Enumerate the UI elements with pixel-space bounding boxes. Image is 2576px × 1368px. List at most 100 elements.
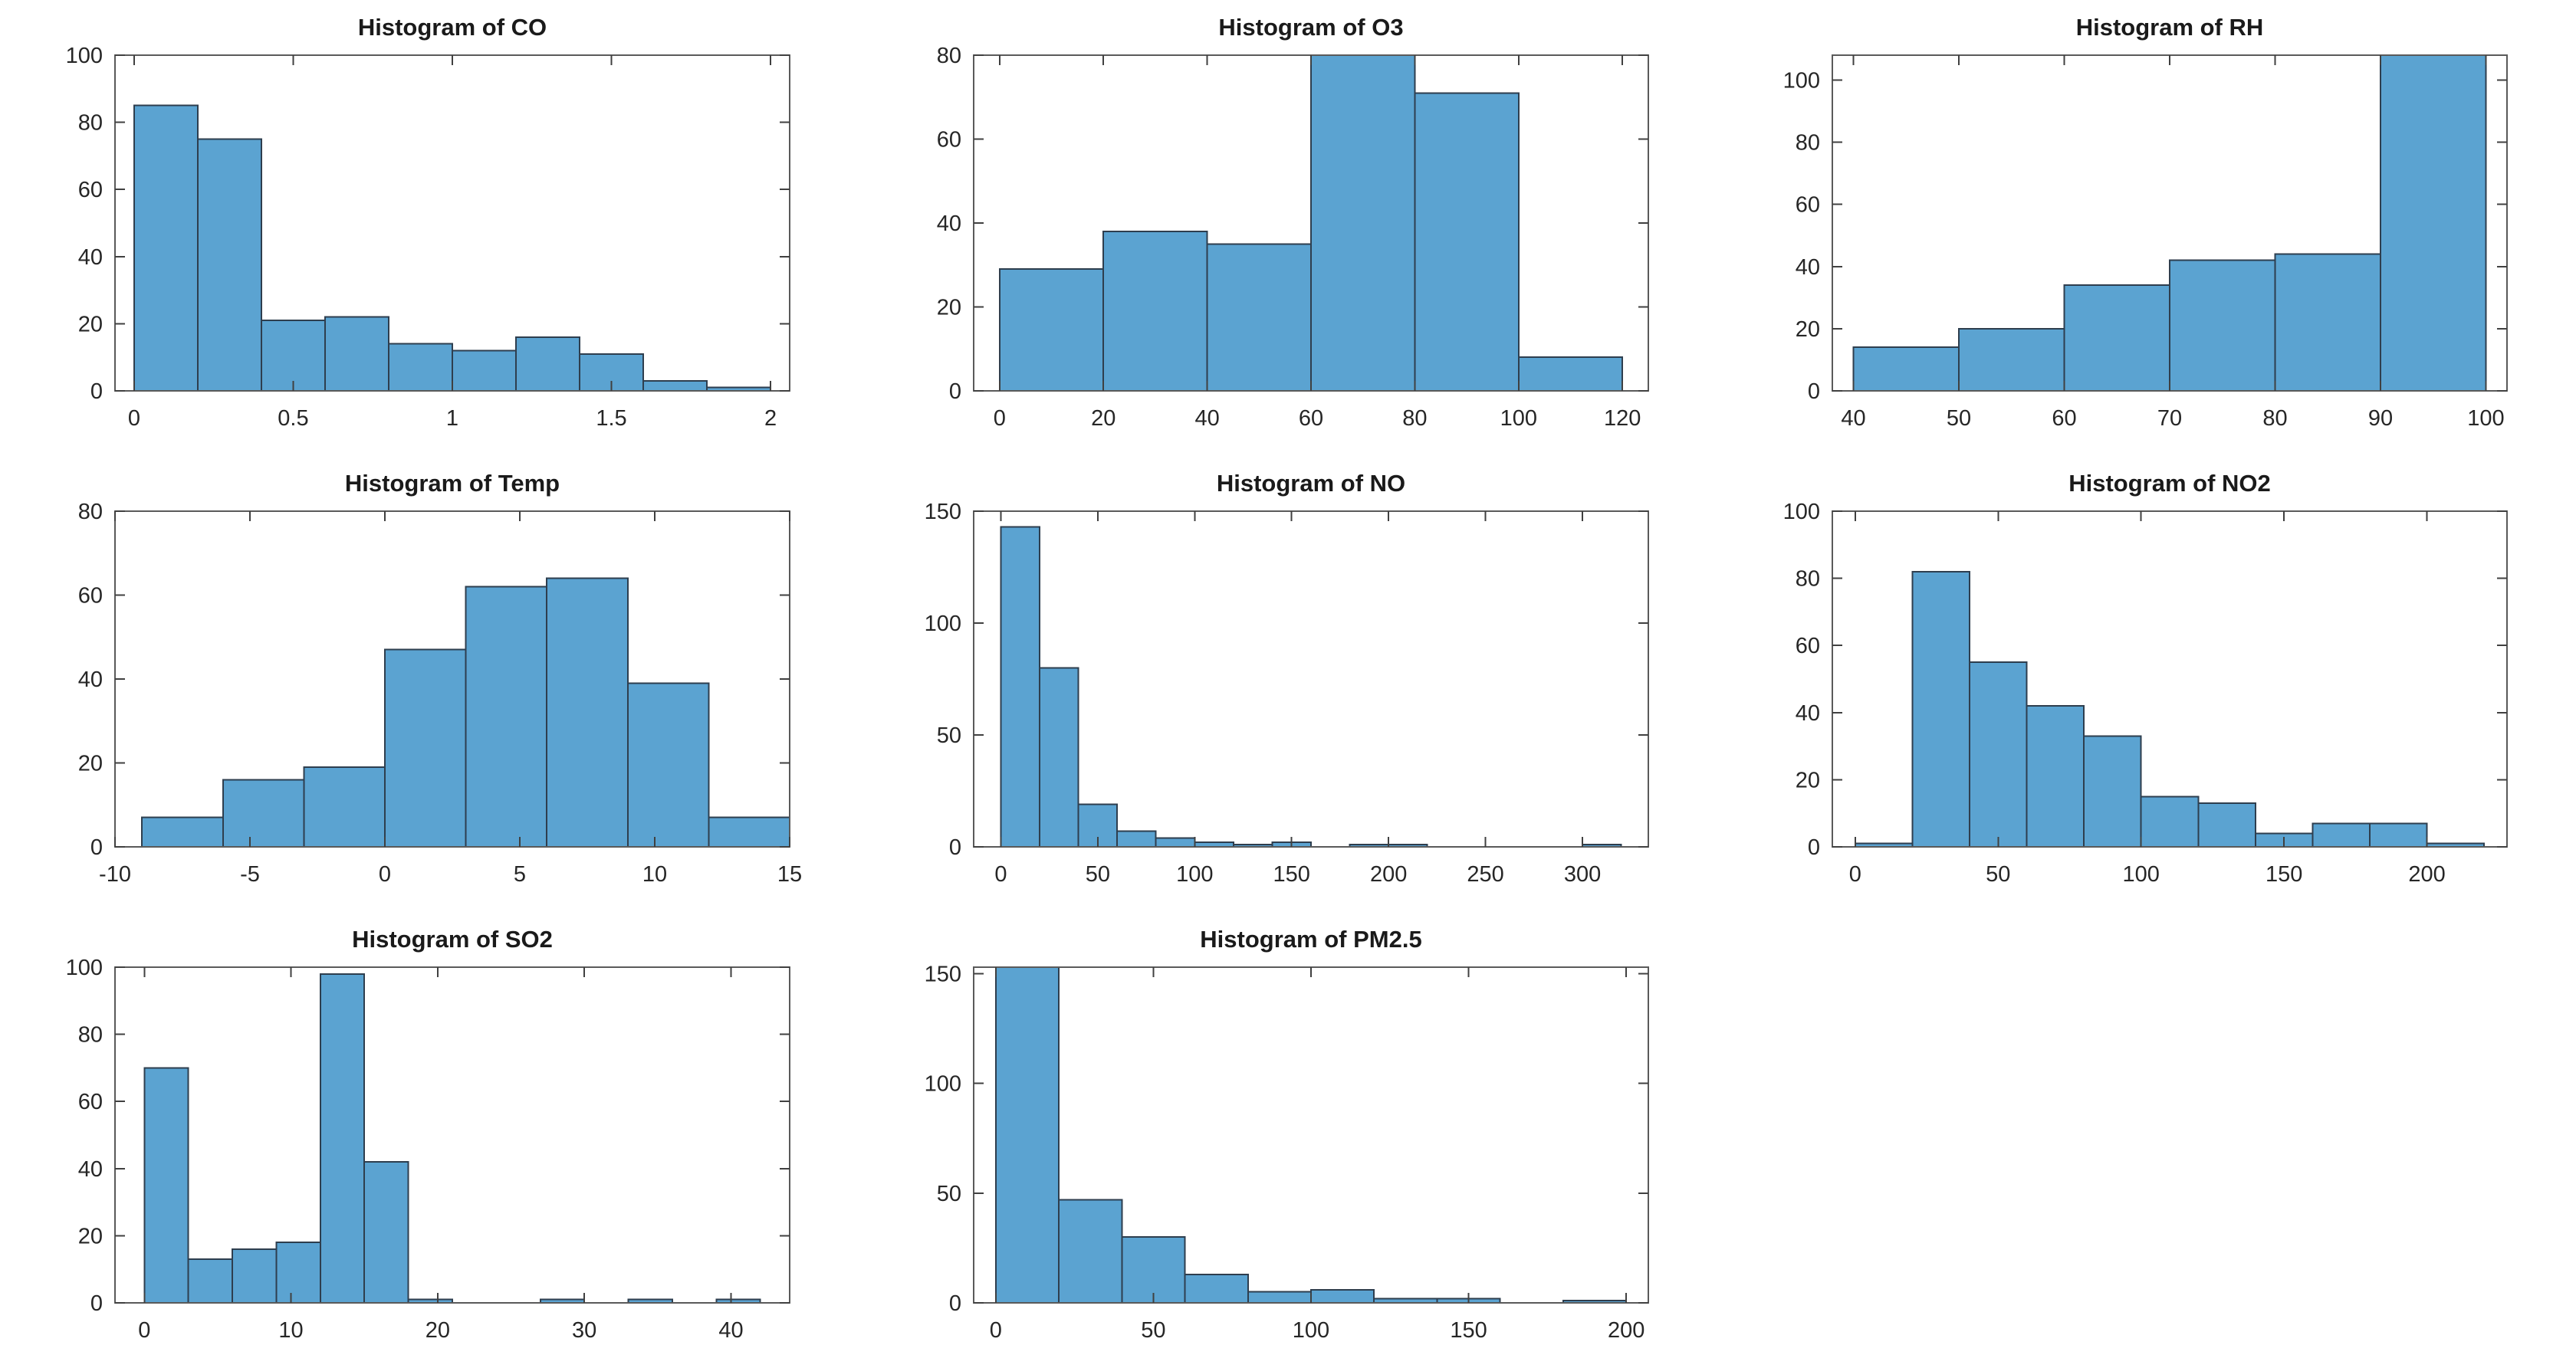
x-tick-label: 150 [1273, 862, 1310, 887]
x-tick-label: 40 [1194, 406, 1219, 431]
x-tick-label: 20 [426, 1318, 450, 1343]
subplot-no2: Histogram of NO2 0 50 100 150 200 0 20 40 60 80 10… [1717, 456, 2576, 912]
chart-title-so2: Histogram of SO2 [352, 926, 553, 953]
histogram-pm25-svg: 0 50 100 150 200 0 50 100 150 [925, 963, 1649, 1343]
subplot-no: Histogram of NO 0 50 100 150 200 250 300 0 50 100… [859, 456, 1717, 912]
y-tick-label: 20 [937, 296, 961, 320]
histogram-bar [1310, 55, 1416, 391]
histogram-bar [2312, 822, 2371, 847]
y-tick-label: 100 [925, 612, 961, 636]
subplot-temp: Histogram of Temp -10 -5 0 5 10 15 0 20 40 60 80 [0, 456, 859, 912]
y-tick-label: 50 [937, 723, 961, 748]
subplot-rh: Histogram of RH 40 50 60 70 80 90 100 0 20 40 60 80… [1717, 0, 2576, 456]
x-tick-label: 0 [990, 1318, 1002, 1343]
x-tick-label: 100 [1500, 406, 1537, 431]
histogram-bar [452, 349, 518, 391]
y-tick-label: 0 [949, 835, 961, 860]
x-tick-label: 300 [1564, 862, 1601, 887]
x-tick-label: 250 [1467, 862, 1503, 887]
histogram-bar [1968, 661, 2028, 847]
x-tick-label: 50 [1141, 1318, 1165, 1343]
y-tick-label: 80 [78, 500, 103, 524]
y-tick-label: 20 [1796, 768, 1820, 792]
x-tick-label: 30 [572, 1318, 596, 1343]
histogram-bar [1517, 356, 1624, 391]
y-tick-label: 100 [1783, 68, 1820, 93]
histogram-bar [994, 967, 1060, 1303]
bars-group [1854, 570, 2486, 847]
chart-title-pm25: Histogram of PM2.5 [1200, 926, 1422, 953]
histogram-bar [2169, 259, 2276, 391]
histogram-bar [319, 973, 366, 1303]
histogram-bar [1206, 243, 1312, 391]
histogram-bar [143, 1067, 189, 1303]
y-tick-label: 100 [66, 956, 103, 980]
y-tick-label: 150 [925, 500, 961, 524]
x-tick-label: 10 [278, 1318, 303, 1343]
histogram-rh-svg: 40 50 60 70 80 90 100 0 20 40 60 80 100 [1783, 54, 2508, 431]
y-tick-label: 100 [66, 44, 103, 68]
x-tick-label: 1 [446, 406, 458, 431]
y-tick-label: 60 [78, 178, 103, 202]
y-tick-label: 60 [78, 584, 103, 609]
y-tick-label: 20 [78, 752, 103, 776]
histogram-bar [387, 343, 454, 391]
x-tick-label: -5 [240, 862, 260, 887]
subplot-o3: Histogram of O3 0 20 40 60 80 100 120 0 20 40 60 80 [859, 0, 1717, 456]
x-tick-label: 1.5 [596, 406, 626, 431]
histogram-bar [1310, 1288, 1375, 1303]
bars-group [998, 55, 1624, 391]
y-tick-label: 50 [937, 1182, 961, 1206]
histogram-temp-svg: -10 -5 0 5 10 15 0 20 40 60 80 [78, 500, 802, 887]
chart-title-co: Histogram of CO [357, 14, 547, 41]
x-tick-label: 60 [1299, 406, 1323, 431]
y-tick-label: 150 [925, 963, 961, 987]
bars-group [1852, 55, 2487, 391]
histogram-bar [2197, 802, 2256, 847]
y-tick-label: 80 [1796, 131, 1820, 156]
x-tick-label: 50 [1947, 406, 1971, 431]
histogram-bar [260, 320, 326, 391]
x-tick-label: 120 [1604, 406, 1641, 431]
x-tick-label: 0.5 [278, 406, 308, 431]
x-tick-label: 150 [1450, 1318, 1487, 1343]
y-tick-label: 0 [1808, 835, 1820, 860]
x-tick-label: 100 [2123, 862, 2160, 887]
y-tick-label: 60 [937, 128, 961, 153]
histogram-bar [1121, 1236, 1186, 1303]
y-tick-label: 40 [78, 668, 103, 692]
histogram-bar [222, 779, 305, 847]
x-tick-label: 200 [1608, 1318, 1644, 1343]
y-tick-label: 60 [1796, 634, 1820, 658]
histogram-bar [133, 104, 199, 391]
y-tick-label: 0 [1808, 379, 1820, 404]
y-tick-label: 40 [78, 245, 103, 270]
chart-title-rh: Histogram of RH [2075, 14, 2264, 41]
histogram-bar [2274, 253, 2381, 391]
y-tick-label: 60 [78, 1090, 103, 1114]
histogram-bar [2140, 796, 2200, 847]
axes-box [1832, 510, 2508, 848]
y-tick-label: 0 [90, 1291, 103, 1316]
y-tick-label: 80 [78, 1023, 103, 1048]
histogram-bar [998, 268, 1105, 391]
histogram-bar [141, 816, 224, 847]
histogram-no-svg: 0 50 100 150 200 250 300 0 50 100 150 [925, 500, 1649, 887]
bars-group [133, 104, 772, 391]
x-tick-label: 40 [718, 1318, 743, 1343]
y-tick-label: 0 [90, 835, 103, 860]
x-tick-label: -10 [99, 862, 131, 887]
bars-group [994, 967, 1628, 1303]
y-tick-label: 100 [925, 1072, 961, 1097]
x-tick-label: 70 [2157, 406, 2182, 431]
bars-group [141, 577, 790, 847]
y-tick-label: 0 [949, 1291, 961, 1316]
y-tick-label: 0 [90, 379, 103, 404]
x-tick-label: 10 [642, 862, 667, 887]
y-tick-label: 20 [78, 1224, 103, 1248]
histogram-bar [642, 379, 708, 391]
histogram-no2-svg: 0 50 100 150 200 0 20 40 60 80 100 [1783, 500, 2508, 887]
histogram-bar [1155, 837, 1196, 847]
